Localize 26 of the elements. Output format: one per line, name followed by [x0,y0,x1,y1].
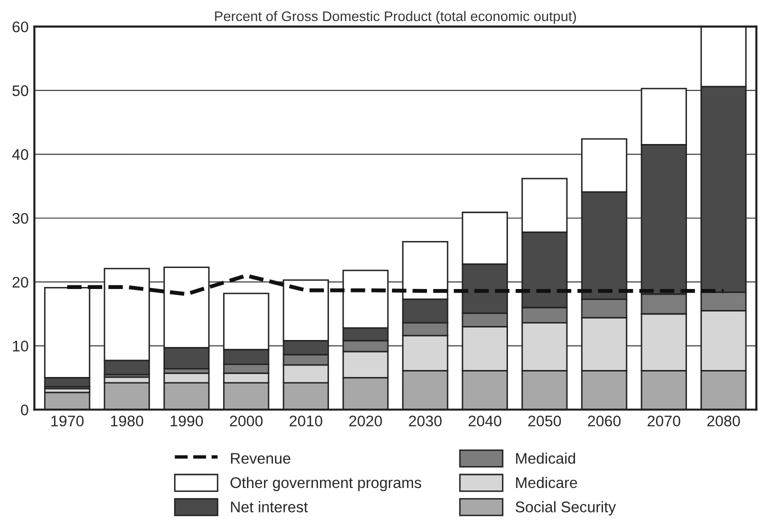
x-tick-label: 2040 [468,416,502,426]
legend-label: Medicaid [516,452,576,464]
x-tick-label: 2060 [588,416,621,426]
y-tick-label: 50 [12,85,28,96]
x-tick-label: 2030 [408,416,442,426]
legend-label: Social Security [516,501,616,516]
legend-label: Net interest [231,501,308,512]
x-tick-label: 2000 [230,416,263,426]
x-tick-label: 1970 [51,416,84,426]
y-tick-label: 40 [12,149,28,160]
chart-title: Percent of Gross Domestic Product (total economic output) [215,10,576,24]
y-tick-label: 10 [13,340,28,352]
x-tick-label: 2070 [648,416,680,426]
x-tick-label: 2050 [528,416,561,426]
x-tick-label: 1990 [170,416,203,426]
x-tick-label: 2010 [290,416,322,426]
y-tick-label: 30 [12,212,28,224]
legend-label: Medicare [516,476,578,488]
legend-label: Other government programs [230,476,422,492]
y-tick-label: 0 [20,404,28,416]
y-tick-label: 20 [12,276,28,288]
x-tick-label: 2020 [349,416,382,426]
x-tick-label: 2080 [707,416,740,426]
legend-label: Revenue [231,453,290,464]
x-tick-label: 1980 [111,416,144,426]
y-tick-label: 60 [12,21,28,32]
